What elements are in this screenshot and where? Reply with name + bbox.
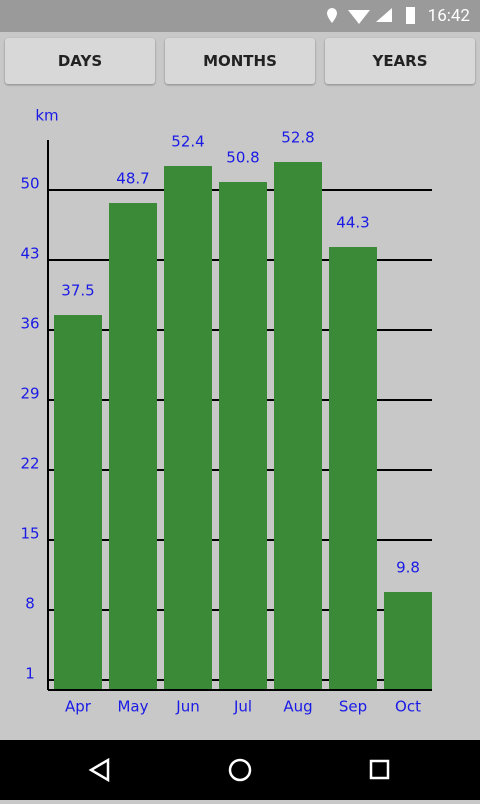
x-tick-label: May	[117, 698, 148, 716]
tab-button[interactable]: MONTHS	[165, 38, 315, 84]
x-tick-label: Apr	[65, 698, 92, 716]
value-label: 52.4	[171, 133, 204, 151]
y-tick-label: 15	[20, 525, 39, 543]
bar	[329, 247, 377, 690]
bar	[274, 162, 322, 690]
back-button[interactable]	[88, 757, 110, 783]
status-bar: 16:42	[0, 0, 480, 32]
x-tick-label: Jul	[233, 698, 252, 716]
y-tick-label: 1	[25, 665, 35, 683]
value-label: 52.8	[281, 129, 314, 147]
tab-button[interactable]: YEARS	[325, 38, 475, 84]
value-label: 50.8	[226, 149, 259, 167]
y-axis-label: km	[35, 107, 58, 125]
recents-button[interactable]	[369, 759, 390, 780]
value-label: 48.7	[116, 170, 149, 188]
x-tick-label: Jun	[175, 698, 199, 716]
status-icons	[327, 7, 415, 24]
value-label: 44.3	[336, 214, 369, 232]
chart: km 1 8 15 22 29 36 43 50 Apr 37.5 May 48.7 Jun 52.4 Ju…	[20, 107, 432, 716]
y-tick-label: 43	[20, 245, 39, 263]
value-label: 9.8	[396, 559, 420, 577]
bar	[54, 315, 102, 690]
value-label: 37.5	[61, 282, 94, 300]
clock: 16:42	[427, 6, 470, 26]
nav-icons	[88, 757, 390, 783]
bar	[219, 182, 267, 690]
x-tick-label: Sep	[339, 698, 367, 716]
nav-bar	[0, 740, 480, 800]
bar	[109, 203, 157, 690]
y-tick-label: 29	[20, 385, 39, 403]
x-tick-label: Aug	[283, 698, 312, 716]
y-tick-label: 36	[20, 315, 39, 333]
y-tick-label: 50	[20, 175, 39, 193]
y-tick-label: 22	[20, 455, 39, 473]
tab-button[interactable]: DAYS	[5, 38, 155, 84]
y-tick-label: 8	[25, 595, 35, 613]
home-button[interactable]	[228, 758, 252, 782]
x-tick-label: Oct	[395, 698, 421, 716]
bar	[164, 166, 212, 690]
bar	[384, 592, 432, 690]
